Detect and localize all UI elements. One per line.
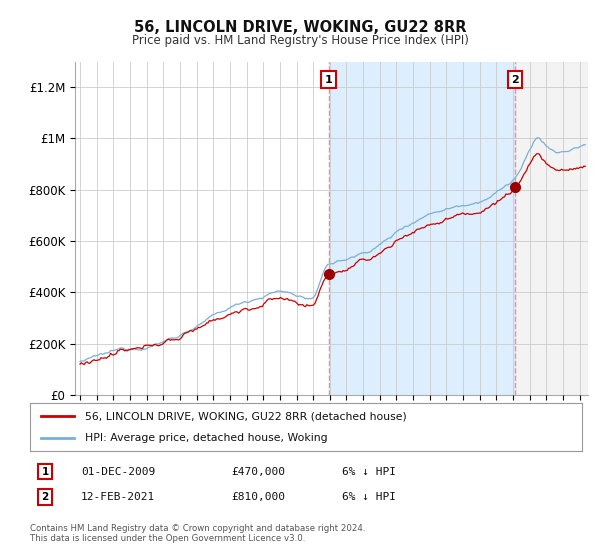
Bar [329, 62, 515, 395]
Text: £810,000: £810,000 [231, 492, 285, 502]
Text: Contains HM Land Registry data © Crown copyright and database right 2024.
This d: Contains HM Land Registry data © Crown c… [30, 524, 365, 543]
Bar [515, 62, 588, 395]
Text: 01-DEC-2009: 01-DEC-2009 [81, 466, 155, 477]
Text: 1: 1 [325, 74, 332, 85]
Text: 6% ↓ HPI: 6% ↓ HPI [342, 466, 396, 477]
Text: £470,000: £470,000 [231, 466, 285, 477]
Text: 6% ↓ HPI: 6% ↓ HPI [342, 492, 396, 502]
Text: 56, LINCOLN DRIVE, WOKING, GU22 8RR (detached house): 56, LINCOLN DRIVE, WOKING, GU22 8RR (det… [85, 411, 407, 421]
Text: 12-FEB-2021: 12-FEB-2021 [81, 492, 155, 502]
Text: 56, LINCOLN DRIVE, WOKING, GU22 8RR: 56, LINCOLN DRIVE, WOKING, GU22 8RR [134, 20, 466, 35]
Text: 1: 1 [41, 466, 49, 477]
Text: 2: 2 [511, 74, 519, 85]
Text: Price paid vs. HM Land Registry's House Price Index (HPI): Price paid vs. HM Land Registry's House … [131, 34, 469, 46]
Text: HPI: Average price, detached house, Woking: HPI: Average price, detached house, Woki… [85, 433, 328, 443]
Text: 2: 2 [41, 492, 49, 502]
